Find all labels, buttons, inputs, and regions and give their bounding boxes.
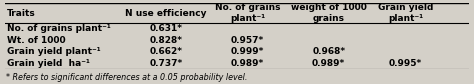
Text: Grain yield
plant⁻¹: Grain yield plant⁻¹ bbox=[378, 4, 433, 23]
Text: 0.968*: 0.968* bbox=[312, 47, 345, 56]
Text: No. of grains plant⁻¹: No. of grains plant⁻¹ bbox=[7, 24, 110, 33]
Text: 0.995*: 0.995* bbox=[389, 59, 422, 68]
Text: weight of 1000
grains: weight of 1000 grains bbox=[291, 4, 367, 23]
Text: 0.989*: 0.989* bbox=[231, 59, 264, 68]
Text: 0.631*: 0.631* bbox=[150, 24, 182, 33]
Text: 0.828*: 0.828* bbox=[150, 36, 182, 45]
Text: 0.662*: 0.662* bbox=[150, 47, 182, 56]
Text: Traits: Traits bbox=[7, 9, 36, 18]
Text: 0.989*: 0.989* bbox=[312, 59, 346, 68]
Text: * Refers to significant differences at a 0.05 probability level.: * Refers to significant differences at a… bbox=[6, 73, 247, 82]
Text: Grain yield plant⁻¹: Grain yield plant⁻¹ bbox=[7, 47, 100, 56]
Text: 0.737*: 0.737* bbox=[149, 59, 183, 68]
Text: 0.999*: 0.999* bbox=[231, 47, 264, 56]
Text: Grain yield  ha⁻¹: Grain yield ha⁻¹ bbox=[7, 59, 90, 68]
Text: N use efficiency: N use efficiency bbox=[126, 9, 207, 18]
Text: 0.957*: 0.957* bbox=[231, 36, 264, 45]
Text: No. of grains
plant⁻¹: No. of grains plant⁻¹ bbox=[215, 4, 280, 23]
Text: Wt. of 1000: Wt. of 1000 bbox=[7, 36, 65, 45]
